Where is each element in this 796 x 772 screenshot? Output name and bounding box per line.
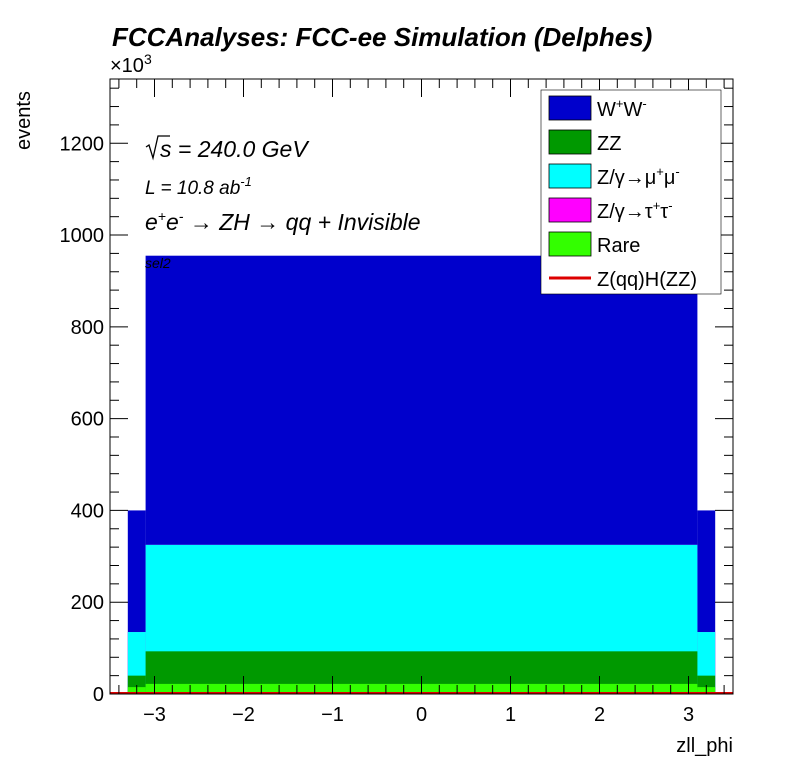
legend-swatch [548, 231, 592, 257]
y-tick-label: 600 [71, 409, 104, 431]
x-tick-label: 3 [683, 704, 694, 726]
legend-label: Rare [597, 235, 640, 257]
x-tick-label: −1 [321, 704, 344, 726]
y-axis: 0 200 400 600 800 1000 1200 [60, 87, 733, 706]
selection-annotation: sel2 [145, 255, 171, 271]
legend-swatch [548, 163, 592, 189]
y-multiplier-exponent: 3 [144, 51, 152, 67]
chart-title: FCCAnalyses: FCC-ee Simulation (Delphes) [112, 22, 652, 52]
x-tick-label: 0 [416, 704, 427, 726]
legend: W+W- ZZ Z/γ→μ+μ- Z/γ→τ+τ- Rare Z(qq)H(ZZ) [540, 89, 722, 295]
legend-label: Z(qq)H(ZZ) [597, 269, 697, 291]
legend-label: Z/γ→μ+μ- [597, 164, 680, 189]
process-annotation: e+e- → ZH → qq + Invisible [145, 208, 421, 235]
y-multiplier: ×103 [110, 51, 152, 77]
x-tick-label: −3 [143, 704, 166, 726]
x-axis-label: zll_phi [676, 735, 733, 757]
y-tick-label: 0 [93, 684, 104, 706]
luminosity-annotation: L = 10.8 ab-1 [145, 174, 252, 199]
plot-area [109, 78, 734, 695]
x-axis: −3 −2 −1 0 1 2 3 [118, 79, 725, 726]
energy-text: s = 240.0 GeV [160, 136, 310, 162]
y-tick-label: 400 [71, 500, 104, 522]
x-tick-label: 2 [594, 704, 605, 726]
x-tick-label: −2 [232, 704, 255, 726]
x-tick-label: 1 [505, 704, 516, 726]
y-tick-label: 800 [71, 317, 104, 339]
sqrt-symbol [145, 135, 170, 161]
y-tick-label: 1000 [60, 225, 105, 247]
legend-swatch [548, 129, 592, 155]
y-tick-label: 1200 [60, 133, 105, 155]
legend-label: Z/γ→τ+τ- [597, 198, 673, 223]
legend-swatch [548, 197, 592, 223]
y-axis-label: events [13, 91, 35, 150]
legend-label: ZZ [597, 133, 621, 155]
y-tick-label: 200 [71, 592, 104, 614]
legend-frame [540, 89, 722, 295]
energy-annotation: s = 240.0 GeV [145, 135, 310, 162]
legend-swatch [548, 95, 592, 121]
legend-label: W+W- [597, 96, 647, 121]
